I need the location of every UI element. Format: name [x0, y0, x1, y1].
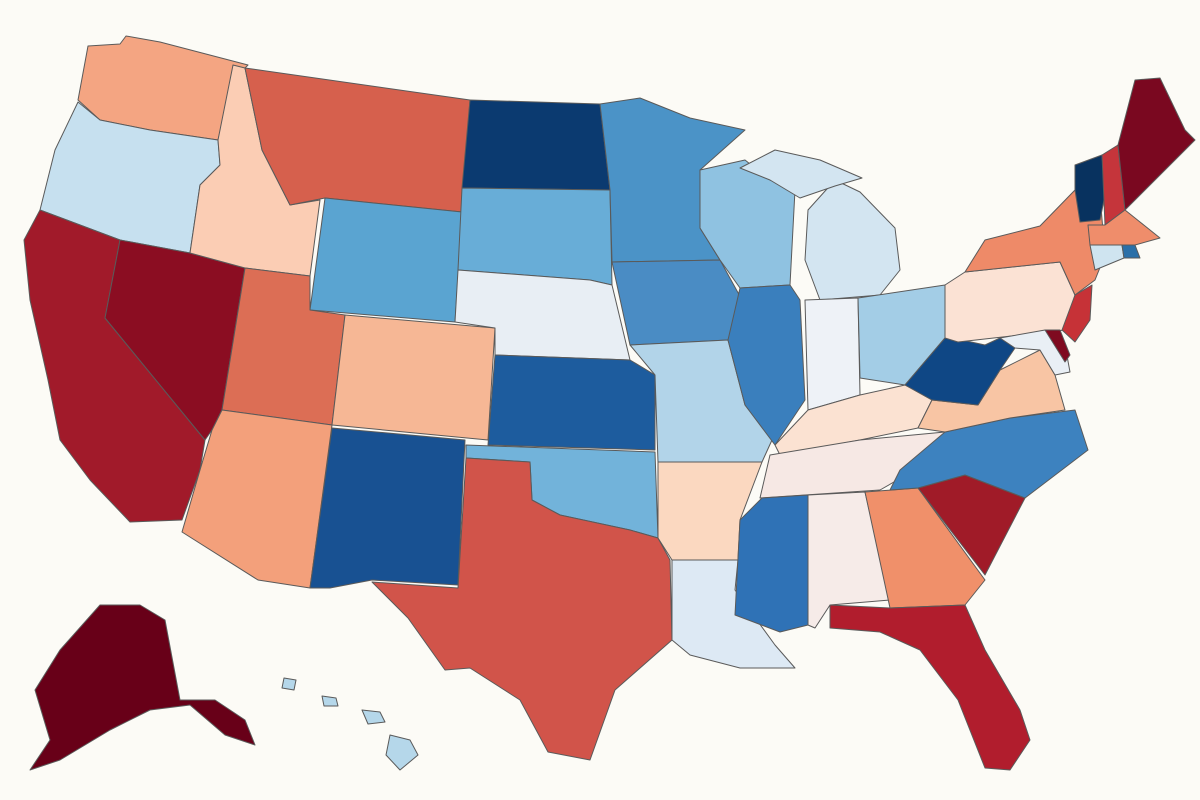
state-tx[interactable] — [371, 457, 673, 761]
state-ri[interactable] — [1121, 244, 1141, 259]
state-wy[interactable] — [309, 197, 463, 323]
state-fl[interactable] — [829, 604, 1031, 771]
state-wv[interactable] — [904, 337, 1016, 406]
state-hi-oahu[interactable] — [321, 695, 339, 707]
state-mi[interactable] — [804, 179, 901, 301]
state-ks[interactable] — [487, 354, 656, 451]
state-ct[interactable] — [1089, 244, 1125, 271]
state-nj[interactable] — [1061, 284, 1093, 343]
state-hi-maui[interactable] — [361, 709, 386, 725]
state-co[interactable] — [331, 314, 496, 441]
state-ia[interactable] — [611, 259, 743, 346]
state-il[interactable] — [727, 284, 806, 446]
state-vt[interactable] — [1074, 154, 1106, 223]
state-sd[interactable] — [457, 187, 613, 286]
state-ak[interactable] — [29, 604, 256, 771]
state-de[interactable] — [1044, 329, 1071, 363]
state-me[interactable] — [1117, 77, 1196, 211]
state-in[interactable] — [804, 297, 861, 411]
state-nm[interactable] — [309, 427, 466, 589]
state-hi-big[interactable] — [385, 734, 419, 771]
state-hi-kauai[interactable] — [281, 677, 297, 691]
state-nd[interactable] — [461, 99, 611, 191]
state-mi-upper[interactable] — [739, 149, 863, 199]
state-ms[interactable] — [734, 494, 809, 633]
